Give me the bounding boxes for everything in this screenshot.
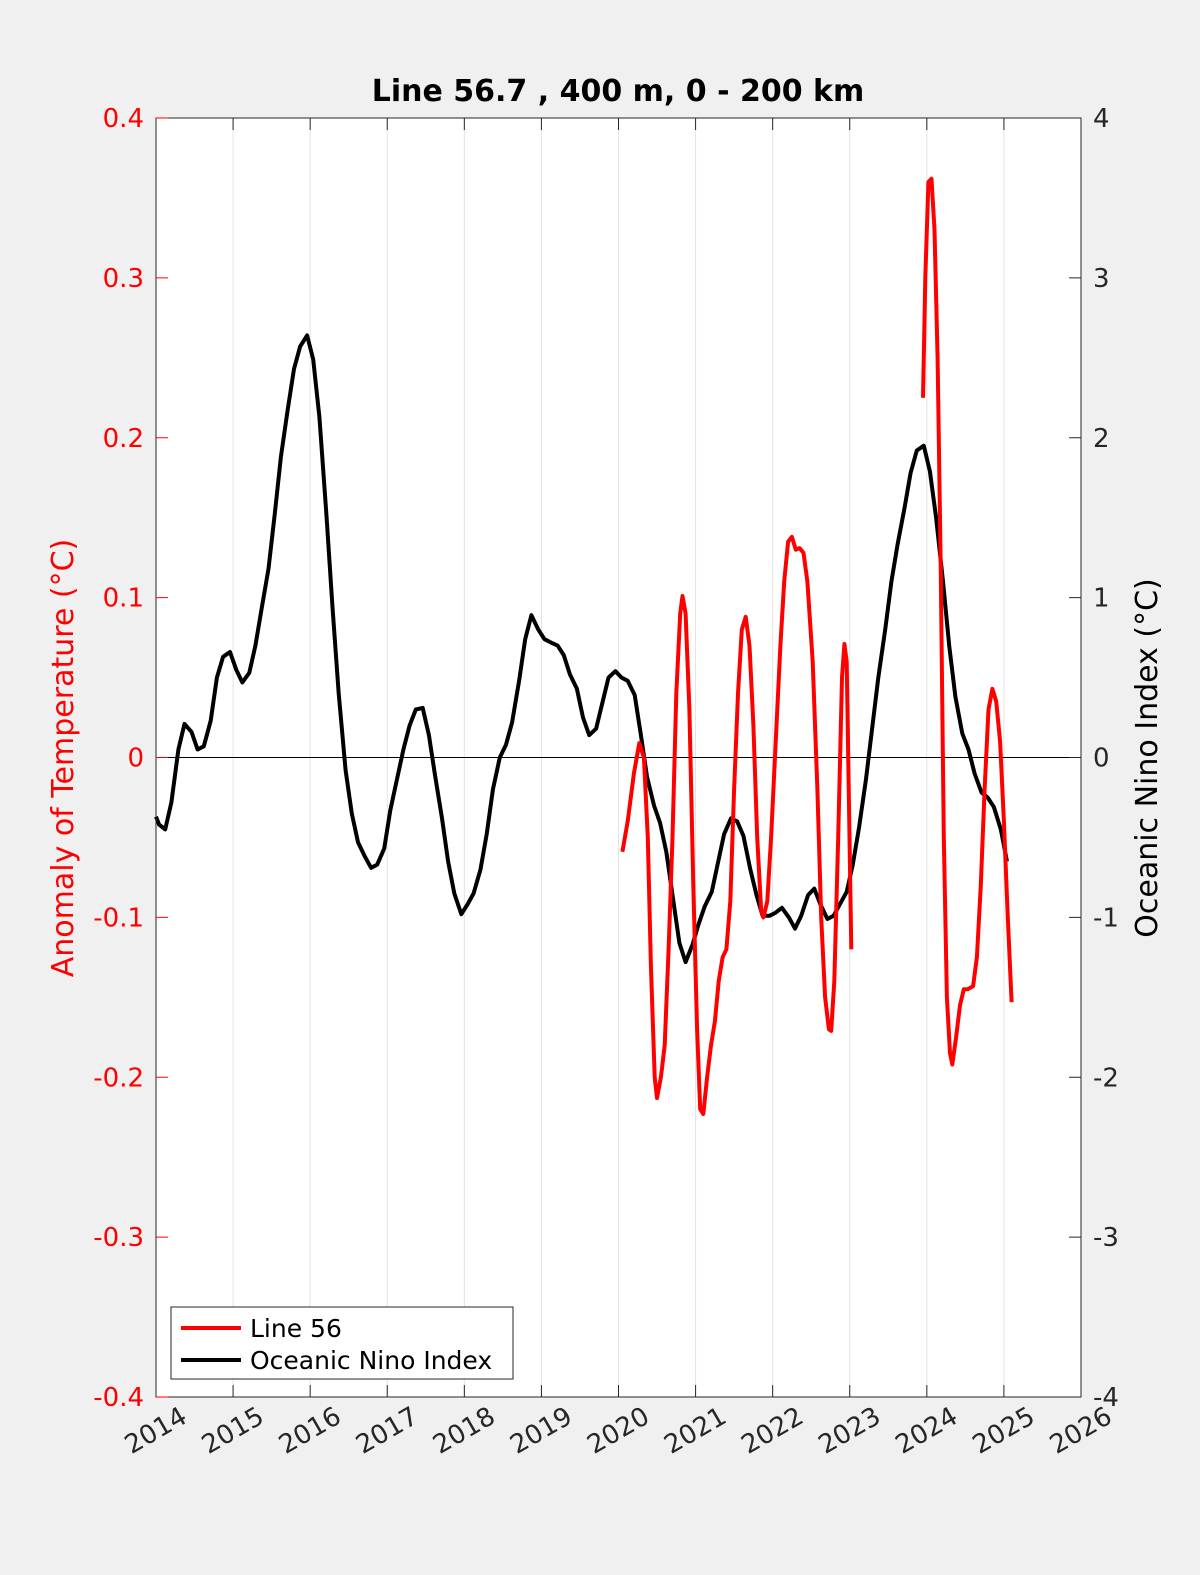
left-y-axis-label: Anomaly of Temperature (°C) bbox=[46, 539, 81, 978]
legend-box bbox=[170, 1306, 514, 1380]
left-y-tick-label-0: 0 bbox=[127, 744, 144, 774]
series-line-oceanic-nino-index-segment-1 bbox=[154, 333, 1009, 965]
legend: Line 56 Oceanic Nino Index bbox=[170, 1306, 514, 1380]
series-line-line-56-segment-1 bbox=[620, 534, 854, 1116]
right-y-tick-labels: -4 -3 -2 -1 0 1 2 3 4 bbox=[1093, 104, 1119, 1413]
series-line-line-56-segment-2 bbox=[921, 176, 1014, 1067]
right-y-tick-label-2: 2 bbox=[1093, 424, 1110, 454]
legend-label-line56: Line 56 bbox=[250, 1314, 342, 1343]
right-y-axis-label: Oceanic Nino Index (°C) bbox=[1130, 578, 1165, 938]
legend-label-oni: Oceanic Nino Index bbox=[250, 1346, 492, 1375]
left-y-tick-labels: -0.4 -0.3 -0.2 -0.1 0 0.1 0.2 0.3 0.4 bbox=[93, 104, 144, 1413]
left-y-tick-label--0.2: -0.2 bbox=[93, 1063, 144, 1093]
right-y-tick-label--2: -2 bbox=[1093, 1063, 1119, 1093]
left-y-tick-label-0.3: 0.3 bbox=[103, 264, 144, 294]
series-layer bbox=[154, 176, 1014, 1116]
right-y-tick-label--1: -1 bbox=[1093, 903, 1119, 933]
axis-ticks bbox=[155, 117, 1082, 1398]
left-y-tick-label--0.4: -0.4 bbox=[93, 1383, 144, 1413]
right-y-tick-label--4: -4 bbox=[1093, 1383, 1119, 1413]
left-y-tick-label--0.3: -0.3 bbox=[93, 1223, 144, 1253]
right-y-tick-label-1: 1 bbox=[1093, 584, 1110, 614]
right-y-tick-label--3: -3 bbox=[1093, 1223, 1119, 1253]
right-y-tick-label-3: 3 bbox=[1093, 264, 1110, 294]
right-y-tick-label-4: 4 bbox=[1093, 104, 1110, 134]
right-y-tick-label-0: 0 bbox=[1093, 744, 1110, 774]
left-y-tick-label-0.1: 0.1 bbox=[103, 584, 144, 614]
left-y-tick-label-0.4: 0.4 bbox=[103, 104, 144, 134]
left-y-tick-label--0.1: -0.1 bbox=[93, 903, 144, 933]
chart-title: Line 56.7 , 400 m, 0 - 200 km bbox=[372, 74, 865, 109]
left-y-tick-label-0.2: 0.2 bbox=[103, 424, 144, 454]
